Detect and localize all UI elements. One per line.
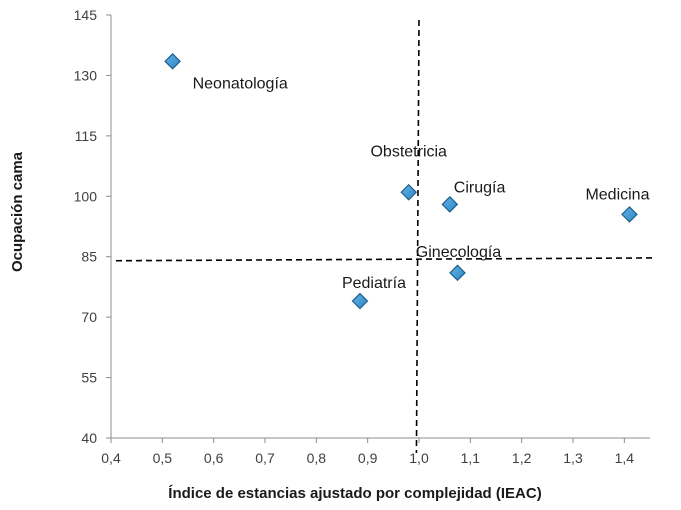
x-tick-label: 1,3 (563, 450, 583, 466)
y-tick-label: 70 (81, 309, 97, 325)
data-point-marker (441, 195, 459, 213)
x-tick-label: 1,1 (461, 450, 481, 466)
x-tick-label: 1,4 (615, 450, 635, 466)
data-point-label: Neonatología (193, 75, 288, 92)
data-point-marker (449, 264, 466, 282)
vertical-reference-line (415, 19, 420, 454)
x-tick-label: 1,0 (409, 450, 429, 466)
data-point-label: Pediatría (342, 275, 406, 292)
y-tick-label: 130 (74, 67, 98, 83)
data-point-label: Ginecología (416, 244, 501, 261)
data-point-marker (351, 292, 369, 310)
data-point-marker (621, 206, 638, 223)
y-tick-label: 85 (81, 249, 97, 265)
reference-lines-layer (115, 19, 653, 454)
horizontal-reference-line (115, 257, 653, 262)
x-tick-label: 1,2 (512, 450, 532, 466)
y-tick-label: 40 (81, 430, 97, 446)
y-tick-label: 115 (75, 128, 98, 144)
x-tick-label: 0,8 (307, 450, 327, 466)
x-tick-label: 0,4 (101, 450, 121, 466)
x-tick-label: 0,7 (255, 450, 275, 466)
x-tick-label: 0,9 (358, 450, 378, 466)
axes-layer: 40 55 70 85 100 115 130 145 0,4 0,5 0,6 0,7 0,8 0,9 1,… (74, 7, 650, 466)
x-axis-title: Índice de estancias ajustado por complej… (168, 485, 541, 502)
x-tick-label: 0,6 (204, 450, 224, 466)
x-tick-label: 0,5 (153, 450, 173, 466)
point-labels-layer: Neonatología Obstetricia Cirugía Medicina Gi… (193, 75, 650, 292)
data-point-label: Medicina (585, 186, 649, 203)
y-tick-label: 100 (74, 188, 98, 204)
data-point-marker (164, 52, 181, 70)
data-point-marker (400, 183, 418, 201)
data-point-label: Obstetricia (370, 143, 447, 160)
y-tick-label: 55 (81, 370, 97, 386)
points-layer (164, 52, 638, 310)
y-axis-title: Ocupación cama (9, 151, 26, 272)
data-point-label: Cirugía (454, 179, 506, 196)
y-tick-label: 145 (74, 7, 98, 23)
